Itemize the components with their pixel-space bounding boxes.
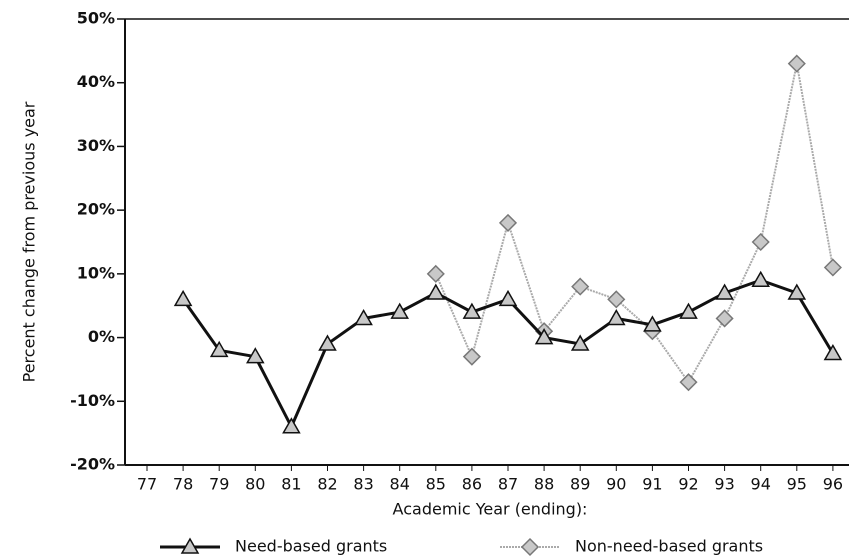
x-tick-label: 88 bbox=[534, 475, 554, 494]
x-axis-label: Academic Year (ending): bbox=[393, 500, 588, 519]
y-tick-label: 30% bbox=[77, 136, 115, 155]
point bbox=[498, 289, 518, 307]
series-line bbox=[434, 63, 834, 385]
point bbox=[390, 302, 409, 319]
point bbox=[787, 54, 806, 73]
x-tick-label: 78 bbox=[173, 475, 193, 494]
x-tick-label: 79 bbox=[209, 475, 229, 494]
y-tick-label: 20% bbox=[77, 200, 115, 219]
y-tick-label: 40% bbox=[77, 72, 115, 91]
x-tick-label: 84 bbox=[390, 475, 410, 494]
x-tick-label: 89 bbox=[570, 475, 590, 494]
point bbox=[209, 340, 229, 358]
y-tick-label: -10% bbox=[70, 391, 115, 410]
legend-marker bbox=[180, 537, 200, 554]
x-tick-label: 85 bbox=[426, 475, 446, 494]
point bbox=[173, 289, 193, 307]
point bbox=[607, 308, 626, 326]
point bbox=[643, 315, 662, 332]
point bbox=[570, 334, 590, 351]
x-tick-label: 82 bbox=[317, 475, 337, 494]
y-tick-label: 10% bbox=[77, 263, 115, 282]
y-tick-label: 50% bbox=[77, 9, 115, 28]
x-tick-label: 80 bbox=[245, 475, 265, 494]
x-tick-label: 93 bbox=[714, 475, 734, 494]
point bbox=[246, 347, 265, 364]
x-tick-label: 95 bbox=[787, 475, 807, 494]
y-tick-label: 0% bbox=[88, 327, 115, 346]
point bbox=[498, 213, 518, 232]
point bbox=[787, 283, 807, 300]
point bbox=[751, 232, 770, 252]
point bbox=[715, 309, 734, 328]
legend-label: Need-based grants bbox=[235, 537, 387, 556]
x-tick-label: 83 bbox=[353, 475, 373, 494]
y-axis-label: Percent change from previous year bbox=[20, 101, 39, 382]
x-tick-label: 96 bbox=[823, 475, 843, 494]
point bbox=[679, 373, 698, 392]
x-tick-label: 94 bbox=[751, 475, 771, 494]
point bbox=[823, 343, 843, 361]
x-tick-label: 81 bbox=[281, 475, 301, 494]
point bbox=[354, 308, 373, 326]
y-tick-label: -20% bbox=[70, 455, 115, 474]
x-tick-label: 91 bbox=[642, 475, 662, 494]
point bbox=[607, 290, 626, 309]
point bbox=[462, 347, 481, 366]
x-tick-label: 92 bbox=[678, 475, 698, 494]
x-tick-label: 90 bbox=[606, 475, 626, 494]
point bbox=[571, 277, 590, 296]
point bbox=[823, 258, 842, 277]
x-tick-label: 87 bbox=[498, 475, 518, 494]
point bbox=[462, 302, 482, 319]
point bbox=[426, 283, 446, 300]
point bbox=[715, 283, 734, 300]
x-tick-label: 86 bbox=[462, 475, 482, 494]
point bbox=[318, 334, 337, 351]
point bbox=[534, 328, 554, 345]
point bbox=[282, 417, 301, 434]
x-tick-label: 77 bbox=[137, 475, 157, 494]
point bbox=[426, 264, 445, 283]
point bbox=[751, 270, 770, 287]
legend-label: Non-need-based grants bbox=[575, 537, 763, 556]
point bbox=[679, 302, 698, 319]
legend-marker bbox=[520, 537, 540, 557]
